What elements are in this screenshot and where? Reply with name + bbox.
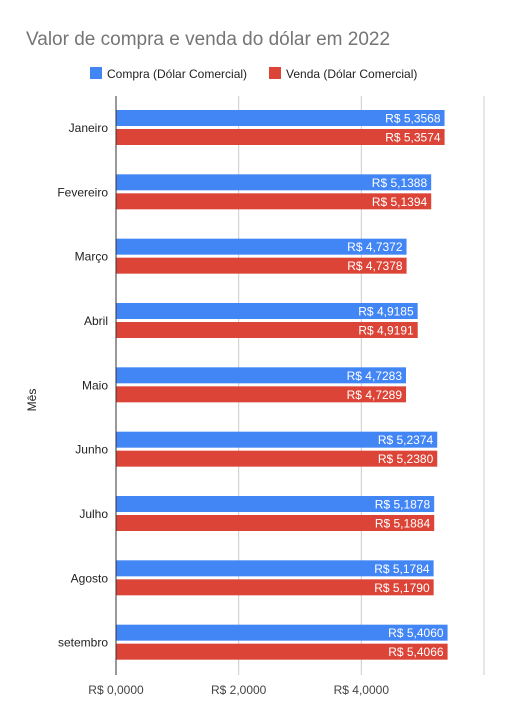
legend-swatch-1 — [90, 67, 102, 79]
data-label-venda-2: R$ 5,1394 — [372, 195, 428, 209]
legend: Compra (Dólar Comercial) Venda (Dólar Com… — [90, 67, 417, 81]
axes: R$ 0,0000 R$ 2,0000 R$ 4,0000 — [88, 96, 389, 697]
bar-venda-9 — [116, 643, 448, 660]
bar-compra-7 — [116, 496, 435, 512]
bar-venda-3 — [116, 257, 407, 274]
bar-compra-5 — [116, 367, 407, 384]
bar-venda-4 — [116, 322, 418, 338]
data-label-compra-1: R$ 5,3568 — [385, 112, 441, 126]
bar-venda-8 — [116, 579, 434, 596]
category-label-9: setembro — [58, 636, 108, 650]
data-label-venda-3: R$ 4,7378 — [347, 259, 403, 273]
category-label-8: Agosto — [71, 571, 109, 585]
category-label-7: Julho — [79, 507, 108, 521]
data-label-venda-8: R$ 5,1790 — [374, 581, 430, 595]
data-label-compra-4: R$ 4,9185 — [358, 305, 414, 319]
data-label-venda-9: R$ 5,4066 — [388, 645, 444, 659]
category-label-4: Abril — [84, 314, 108, 328]
category-label-2: Fevereiro — [57, 185, 108, 199]
bar-compra-9 — [116, 624, 448, 641]
bar-compra-2 — [116, 174, 432, 191]
legend-label-2: Venda (Dólar Comercial) — [286, 67, 417, 81]
bar-compra-4 — [116, 303, 418, 319]
data-label-compra-5: R$ 4,7283 — [347, 369, 403, 383]
data-label-venda-5: R$ 4,7289 — [347, 388, 403, 402]
bar-compra-3 — [116, 238, 407, 255]
chart-title: Valor de compra e venda do dólar em 2022 — [26, 29, 390, 50]
data-label-venda-7: R$ 5,1884 — [375, 517, 431, 531]
x-tick-label-1: R$ 0,0000 — [88, 683, 144, 697]
x-tick-label-3: R$ 4,0000 — [334, 683, 390, 697]
legend-swatch-2 — [269, 67, 281, 79]
category-label-5: Maio — [82, 378, 108, 392]
data-label-venda-4: R$ 4,9191 — [358, 324, 414, 338]
data-label-venda-1: R$ 5,3574 — [385, 131, 441, 145]
data-label-compra-9: R$ 5,4060 — [388, 626, 444, 640]
bar-compra-6 — [116, 431, 438, 448]
category-label-6: Junho — [75, 443, 108, 457]
data-label-compra-8: R$ 5,1784 — [374, 562, 430, 576]
legend-label-1: Compra (Dólar Comercial) — [107, 67, 247, 81]
data-label-compra-6: R$ 5,2374 — [378, 433, 434, 447]
gridlines — [238, 96, 485, 675]
category-label-1: Janeiro — [69, 121, 109, 135]
data-label-compra-2: R$ 5,1388 — [372, 176, 428, 190]
bar-venda-6 — [116, 450, 438, 467]
bars: R$ 5,3568 R$ 5,3574 Janeiro R$ 5,1388 R$ 5,1… — [57, 110, 448, 660]
x-tick-label-2: R$ 2,0000 — [211, 683, 267, 697]
bar-venda-2 — [116, 193, 432, 210]
data-label-compra-3: R$ 4,7372 — [347, 240, 403, 254]
category-label-3: Março — [75, 250, 109, 264]
bar-compra-8 — [116, 560, 434, 577]
bar-venda-7 — [116, 515, 435, 531]
data-label-venda-6: R$ 5,2380 — [378, 452, 434, 466]
bar-venda-5 — [116, 386, 407, 403]
bar-compra-1 — [116, 110, 445, 126]
data-label-compra-7: R$ 5,1878 — [375, 498, 431, 512]
y-axis-label: Mês — [25, 389, 39, 412]
bar-venda-1 — [116, 129, 445, 145]
